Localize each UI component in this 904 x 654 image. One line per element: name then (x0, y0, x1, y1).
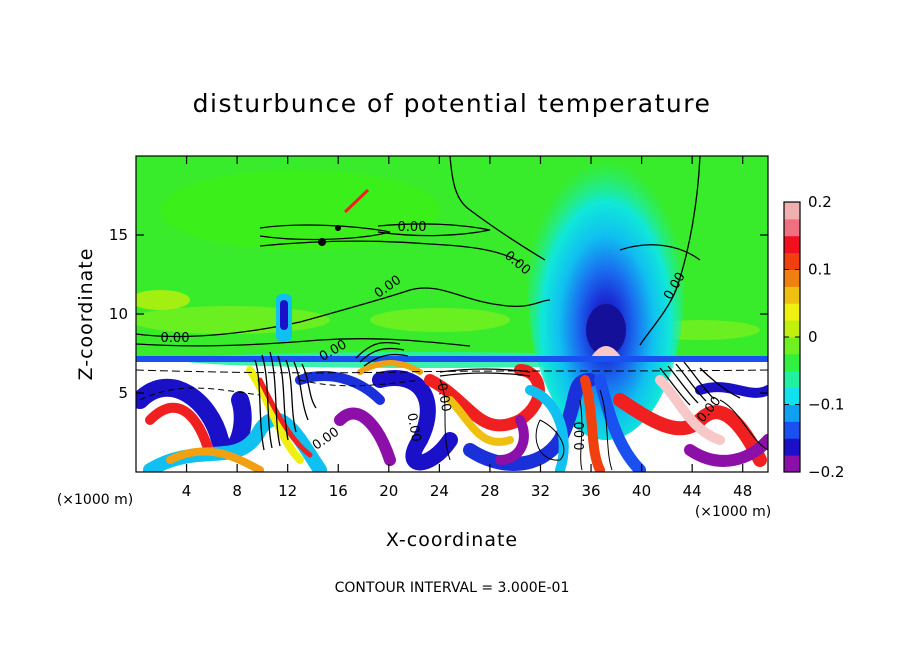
contour-label-8: 0.00 (434, 382, 454, 413)
colorbar-swatch-13 (784, 235, 800, 254)
plot-area: 0.00 0.00 0.00 0.00 0.00 0.00 0.00 0.00 … (136, 156, 768, 472)
specks (276, 188, 370, 342)
x-tick-label-9: 40 (632, 482, 651, 500)
contour-label-2: 0.00 (161, 331, 190, 346)
colorbar-swatch-11 (784, 269, 800, 287)
chart-title: disturbunce of potential temperature (193, 89, 712, 118)
blue-core (586, 304, 626, 356)
colorbar-swatch-3 (784, 404, 800, 422)
contour-label-7: 0.00 (404, 412, 424, 443)
contour-lower (136, 369, 768, 471)
x-tick-label-6: 28 (480, 482, 499, 500)
inversion-layer (136, 356, 768, 362)
x-tick-label-2: 12 (278, 482, 297, 500)
colorbar-label-2: 0 (808, 328, 818, 346)
contour-lines (136, 156, 701, 347)
y-axis: 5 10 15 (109, 226, 768, 402)
colorbar-swatch-4 (784, 387, 800, 405)
colorbar-swatch-2 (784, 421, 800, 439)
x-unit-left: (×1000 m) (57, 492, 133, 508)
contour-dense (254, 341, 741, 451)
x-axis-label: X-coordinate (386, 529, 518, 551)
colorbar: 0.2 0.1 0 −0.1 −0.2 (783, 193, 844, 481)
contour-interval-note: CONTOUR INTERVAL = 3.000E-01 (335, 580, 570, 596)
x-tick-label-7: 32 (531, 482, 550, 500)
colorbar-swatch-8 (784, 320, 800, 338)
contour-label-1: 0.00 (398, 220, 427, 235)
x-tick-label-1: 8 (232, 482, 242, 500)
colorbar-swatch-15 (784, 202, 800, 220)
y-axis-label: Z-coordinate (75, 248, 97, 381)
colorbar-swatch-7 (784, 337, 800, 355)
colorbar-swatch-1 (784, 438, 800, 456)
blue-column (528, 156, 684, 440)
colorbar-swatch-14 (784, 218, 800, 237)
y-tick-label-0: 5 (118, 384, 128, 402)
x-tick-label-0: 4 (182, 482, 192, 500)
x-tick-label-3: 16 (329, 482, 348, 500)
colorbar-label-1: 0.1 (808, 261, 832, 279)
colorbar-swatch-0 (784, 455, 800, 473)
colorbar-swatch-9 (784, 303, 800, 321)
x-tick-label-11: 48 (733, 482, 752, 500)
contour-label-9: 0.00 (573, 422, 588, 451)
x-axis: 4 8 12 16 20 24 28 32 36 40 44 48 (182, 156, 752, 500)
colorbar-label-4: −0.2 (808, 463, 844, 481)
x-tick-label-10: 44 (683, 482, 702, 500)
y-tick-label-2: 15 (109, 226, 128, 244)
x-tick-label-4: 20 (379, 482, 398, 500)
x-tick-label-5: 24 (430, 482, 449, 500)
colorbar-swatch-6 (784, 353, 800, 372)
x-unit-right: (×1000 m) (695, 504, 771, 520)
colorbar-swatch-10 (784, 286, 800, 304)
x-tick-label-8: 36 (581, 482, 600, 500)
y-tick-label-1: 10 (109, 305, 128, 323)
colorbar-label-0: 0.2 (808, 193, 832, 211)
colorbar-swatch-12 (784, 252, 800, 270)
colorbar-label-3: −0.1 (808, 396, 844, 414)
colorbar-swatch-5 (784, 370, 800, 389)
